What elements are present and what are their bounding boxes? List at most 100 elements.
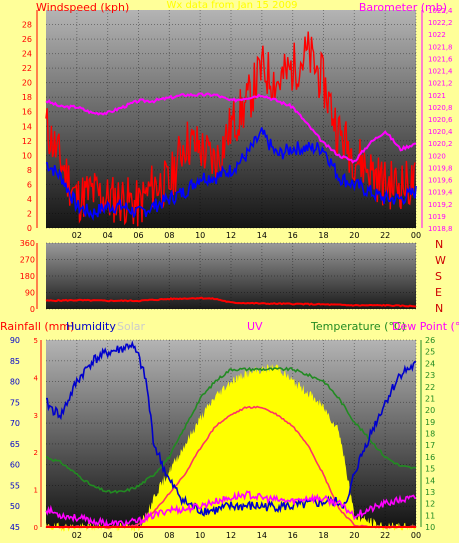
x-tick-label: 12 — [226, 531, 236, 540]
humidity-tick-label: 50 — [10, 502, 20, 511]
x-tick-label: 16 — [288, 531, 298, 540]
x-tick-label: 18 — [318, 231, 328, 240]
temperature-tick-label: 11 — [425, 511, 435, 520]
x-tick-label: 08 — [164, 531, 174, 540]
rain-tick-label: 3 — [34, 412, 38, 420]
temperature-tick-label: 13 — [425, 488, 435, 497]
humidity-tick-label: 55 — [10, 481, 20, 490]
baro-tick-label: 1020 — [428, 152, 446, 160]
humidity-tick-label: 45 — [10, 523, 20, 532]
uv-axis-title: UV — [247, 320, 263, 333]
temperature-tick-label: 22 — [425, 383, 435, 392]
x-tick-label: 22 — [380, 531, 390, 540]
compass-label: N — [435, 302, 443, 315]
baro-tick-label: 1021,8 — [428, 43, 453, 51]
baro-tick-label: 1021,2 — [428, 80, 453, 88]
wind-tick-label: 0 — [27, 224, 32, 233]
baro-tick-label: 1021 — [428, 92, 446, 100]
x-tick-label: 20 — [349, 231, 359, 240]
wind-tick-label: 16 — [22, 108, 32, 117]
compass-label: E — [435, 286, 442, 299]
solar-axis-title: Solar — [117, 320, 146, 333]
x-tick-label: 02 — [72, 231, 82, 240]
humidity-tick-label: 70 — [10, 419, 20, 428]
wind-tick-label: 28 — [22, 21, 32, 30]
temperature-tick-label: 23 — [425, 371, 435, 380]
baro-tick-label: 1022,2 — [428, 19, 453, 27]
compass-label: W — [435, 254, 446, 267]
rain-tick-label: 1 — [34, 487, 38, 495]
temperature-axis-title: Temperature (°C) — [310, 320, 406, 333]
rain-tick-label: 4 — [34, 374, 39, 382]
wind-tick-label: 18 — [22, 93, 32, 102]
baro-tick-label: 1019,2 — [428, 201, 453, 209]
direction-tick-label: 0 — [30, 305, 35, 314]
temperature-tick-label: 14 — [425, 476, 435, 485]
direction-tick-label: 90 — [25, 289, 35, 298]
wind-tick-label: 20 — [22, 79, 32, 88]
dew-point-axis-title: Dew Point (°C) — [392, 320, 459, 333]
wind-tick-label: 2 — [27, 209, 32, 218]
x-tick-label: 04 — [103, 231, 113, 240]
wind-tick-label: 10 — [22, 151, 32, 160]
direction-tick-label: 360 — [20, 239, 35, 248]
humidity-tick-label: 90 — [10, 336, 20, 345]
x-tick-label: 10 — [195, 531, 205, 540]
x-tick-label: 08 — [164, 231, 174, 240]
temperature-tick-label: 17 — [425, 441, 435, 450]
x-tick-label: 00 — [411, 231, 421, 240]
baro-tick-label: 1020,6 — [428, 116, 453, 124]
wind-baro-grid — [46, 10, 417, 229]
temperature-series — [45, 366, 417, 494]
x-tick-label: 00 — [411, 531, 421, 540]
x-tick-label: 02 — [72, 531, 82, 540]
temperature-tick-label: 12 — [425, 500, 435, 509]
temperature-tick-label: 24 — [425, 359, 435, 368]
humidity-tick-label: 65 — [10, 440, 20, 449]
x-tick-label: 12 — [226, 231, 236, 240]
chart-date-caption: Wx data from Jan 15 2009 — [166, 0, 297, 11]
baro-tick-label: 1021,4 — [428, 68, 453, 76]
wind-direction-series — [45, 296, 417, 308]
baro-tick-label: 1019,6 — [428, 177, 453, 185]
baro-tick-label: 1022 — [428, 31, 446, 39]
wind-average-series — [45, 127, 417, 221]
x-tick-label: 06 — [133, 531, 143, 540]
temperature-tick-label: 26 — [425, 336, 435, 345]
windspeed-series — [45, 31, 416, 227]
x-tick-label: 14 — [257, 231, 267, 240]
baro-tick-label: 1019,8 — [428, 164, 453, 172]
humidity-tick-label: 80 — [10, 378, 20, 387]
wind-tick-label: 12 — [22, 137, 32, 146]
baro-tick-label: 1020,2 — [428, 140, 453, 148]
temperature-tick-label: 19 — [425, 418, 435, 427]
wind-tick-label: 14 — [22, 122, 32, 131]
wind-tick-label: 24 — [22, 50, 32, 59]
wind-direction-plot-area — [46, 243, 416, 309]
temperature-tick-label: 16 — [425, 453, 435, 462]
x-tick-label: 04 — [103, 531, 113, 540]
rain-tick-label: 0 — [34, 524, 38, 532]
baro-tick-label: 1019,4 — [428, 189, 453, 197]
x-tick-label: 20 — [349, 531, 359, 540]
x-tick-label: 22 — [380, 231, 390, 240]
windspeed-axis-title: Windspeed (kph) — [36, 1, 129, 14]
direction-tick-label: 270 — [20, 256, 35, 265]
direction-tick-label: 180 — [20, 272, 35, 281]
wind-tick-label: 8 — [27, 166, 32, 175]
wind-tick-label: 6 — [27, 180, 32, 189]
x-tick-label: 18 — [318, 531, 328, 540]
solar-series — [46, 363, 416, 532]
wind-baro-axes: 02468101214161820222426281018,810191019,… — [22, 7, 453, 240]
wind-tick-label: 4 — [27, 195, 32, 204]
barometer-series — [45, 92, 416, 164]
rain-tick-label: 2 — [34, 449, 38, 457]
baro-tick-label: 1021,6 — [428, 55, 453, 63]
wind-tick-label: 26 — [22, 35, 32, 44]
baro-tick-label: 1020,8 — [428, 104, 453, 112]
x-tick-label: 10 — [195, 231, 205, 240]
humidity-tick-label: 75 — [10, 398, 20, 407]
temperature-tick-label: 18 — [425, 430, 435, 439]
